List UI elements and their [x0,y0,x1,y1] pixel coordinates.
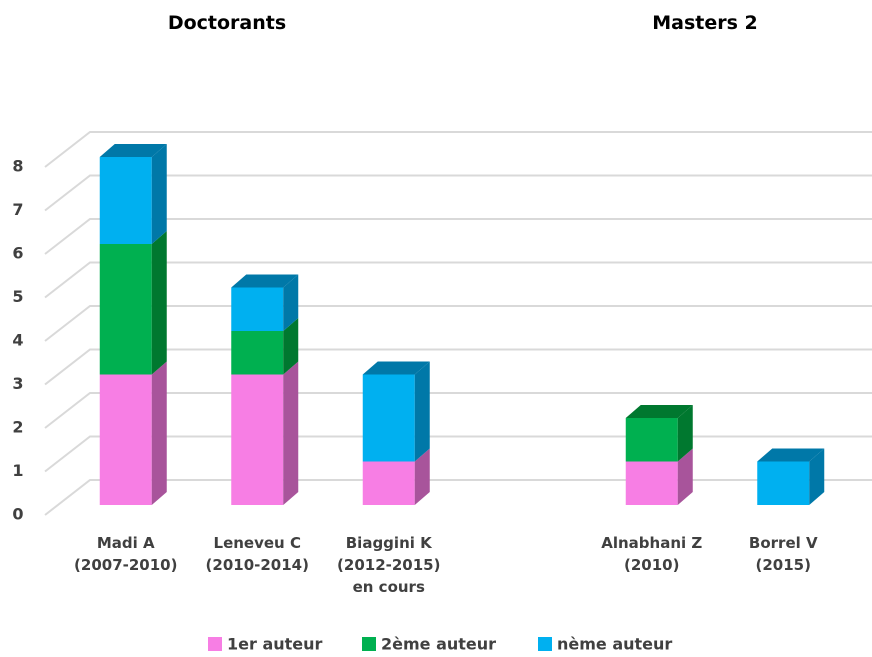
legend-label: 2ème auteur [381,635,496,654]
legend-label: 1er auteur [227,635,323,654]
y-tick-label: 5 [12,287,23,306]
y-tick-label: 3 [12,374,23,393]
bar-segment [362,374,415,462]
legend-swatch [362,637,376,651]
x-tick-label: Biaggini K (2012-2015) en cours [337,534,441,596]
bar-segment [625,418,678,462]
bar-segment [231,374,284,505]
bar-top [625,405,693,418]
bar-segment [757,461,810,505]
grid-line [44,131,872,168]
group-label: Masters 2 [652,12,758,34]
bar-top [99,144,167,157]
y-tick-label: 1 [12,461,23,480]
bar-side [809,448,825,505]
x-tick-label: Borrel V (2015) [748,534,818,574]
bar-top [362,361,430,375]
bar-side [283,318,299,375]
grid-line [44,348,872,386]
y-tick-label: 0 [12,505,23,524]
bar-side [151,231,167,375]
bar-side [151,361,167,505]
bar-side [414,448,430,505]
bar-side [677,405,693,462]
grid-line [44,392,872,429]
grid-line [44,174,872,212]
grid-line [44,305,872,342]
legend-swatch [208,637,222,651]
bar-side [414,361,430,462]
y-tick-label: 7 [12,200,23,219]
x-tick-label: Madi A (2007-2010) [74,534,178,574]
x-tick-label: Alnabhani Z (2010) [601,534,703,574]
legend-label: nème auteur [557,635,672,654]
bar-segment [231,331,284,375]
bar-segment [99,244,152,375]
bar-top [757,448,825,462]
grid-line [44,261,872,299]
group-label: Doctorants [167,12,287,34]
bar-segment [362,461,415,505]
bar-segment [99,374,152,505]
x-tick-label: Leneveu C (2010-2014) [205,534,309,574]
legend-swatch [538,637,552,651]
y-tick-label: 6 [12,244,23,263]
bar-segment [625,461,678,505]
y-tick-label: 4 [12,331,23,350]
grid-line [44,479,872,516]
y-tick-label: 2 [12,418,23,437]
bar-segment [99,157,152,244]
grid-line [44,435,872,473]
bar-side [283,361,299,505]
bar-top [231,274,299,288]
bar-side [283,274,299,331]
bar-side [677,448,693,505]
bar-segment [231,287,284,331]
bar-side [151,144,167,244]
y-tick-label: 8 [12,157,23,176]
grid-line [44,218,872,255]
